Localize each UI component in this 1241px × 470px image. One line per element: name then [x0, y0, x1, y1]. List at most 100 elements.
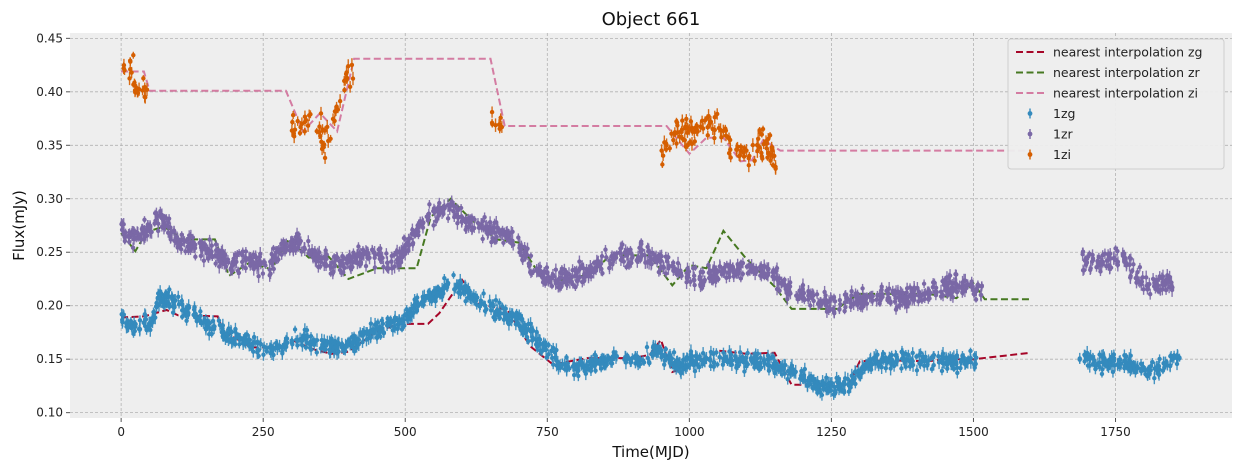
- data-point: [284, 336, 290, 341]
- data-point: [493, 297, 499, 303]
- data-point: [853, 381, 858, 387]
- data-point: [234, 259, 239, 265]
- data-point: [835, 379, 840, 384]
- data-point: [576, 373, 581, 379]
- data-point: [378, 334, 383, 339]
- data-point: [604, 255, 609, 260]
- data-point: [159, 213, 164, 218]
- data-point: [372, 255, 377, 260]
- data-point: [299, 249, 304, 254]
- data-point: [758, 355, 763, 361]
- data-point: [819, 392, 825, 398]
- data-point: [692, 277, 697, 283]
- data-point: [210, 318, 216, 324]
- data-point: [788, 291, 793, 296]
- data-point: [824, 375, 829, 380]
- data-point: [720, 267, 726, 272]
- data-point: [494, 234, 499, 240]
- data-point: [704, 355, 709, 361]
- data-point: [247, 337, 252, 342]
- data-point: [1090, 355, 1096, 360]
- data-point: [567, 366, 572, 371]
- data-point: [392, 264, 397, 269]
- data-point: [823, 293, 828, 298]
- data-point: [154, 210, 159, 216]
- data-point: [1128, 353, 1133, 358]
- data-point: [371, 330, 377, 336]
- data-point: [661, 264, 666, 269]
- data-point: [574, 279, 580, 284]
- data-point: [236, 270, 242, 276]
- data-point: [888, 366, 893, 371]
- data-point: [292, 327, 298, 332]
- data-point: [550, 272, 556, 277]
- data-point: [759, 365, 764, 370]
- data-point: [659, 254, 664, 259]
- data-point: [356, 244, 361, 249]
- data-point: [914, 368, 920, 373]
- data-point: [806, 288, 811, 294]
- data-point: [312, 342, 317, 348]
- data-point: [577, 274, 583, 280]
- data-point: [130, 245, 136, 250]
- data-point: [546, 342, 551, 348]
- data-point: [445, 216, 451, 221]
- data-point: [372, 265, 378, 270]
- data-point: [237, 336, 243, 342]
- data-point: [155, 228, 161, 234]
- data-point: [166, 216, 172, 221]
- data-point: [243, 249, 249, 254]
- data-point: [782, 371, 787, 376]
- data-point: [368, 321, 374, 326]
- data-point: [737, 350, 743, 355]
- data-point: [402, 323, 407, 328]
- data-point: [416, 302, 422, 308]
- data-point: [290, 342, 295, 347]
- data-point: [254, 255, 259, 260]
- data-point: [613, 255, 619, 260]
- data-point: [554, 347, 559, 353]
- data-point: [497, 300, 502, 305]
- data-point: [330, 270, 336, 276]
- data-point: [557, 365, 563, 371]
- data-point: [889, 352, 894, 358]
- data-point: [964, 361, 970, 366]
- data-point: [973, 361, 978, 367]
- data-point: [711, 364, 717, 369]
- data-point: [629, 260, 634, 266]
- data-point: [669, 263, 675, 269]
- data-point: [539, 349, 544, 355]
- data-point: [538, 268, 543, 274]
- data-point: [742, 369, 747, 374]
- data-point: [402, 251, 408, 257]
- data-point: [414, 295, 420, 300]
- data-point: [1152, 376, 1157, 381]
- data-point: [614, 353, 620, 359]
- data-point: [480, 236, 485, 242]
- data-point: [436, 285, 441, 291]
- data-point: [481, 291, 486, 296]
- data-point: [785, 296, 790, 302]
- data-point: [522, 329, 528, 334]
- data-point: [729, 362, 735, 367]
- data-point: [1177, 355, 1182, 360]
- data-point: [148, 224, 153, 229]
- data-point: [560, 271, 565, 276]
- data-point: [799, 368, 804, 374]
- data-point: [595, 357, 600, 363]
- data-point: [794, 293, 799, 298]
- data-point: [442, 205, 447, 211]
- data-point: [546, 351, 551, 357]
- data-point: [133, 324, 138, 329]
- data-point: [381, 330, 387, 335]
- data-point: [296, 245, 301, 250]
- data-point: [491, 303, 496, 309]
- data-point: [351, 250, 356, 255]
- data-point: [335, 255, 340, 260]
- data-point: [213, 242, 219, 247]
- data-point: [516, 235, 521, 240]
- data-point: [232, 341, 238, 347]
- data-point: [255, 347, 260, 352]
- data-point: [221, 329, 226, 334]
- data-point: [1138, 368, 1144, 374]
